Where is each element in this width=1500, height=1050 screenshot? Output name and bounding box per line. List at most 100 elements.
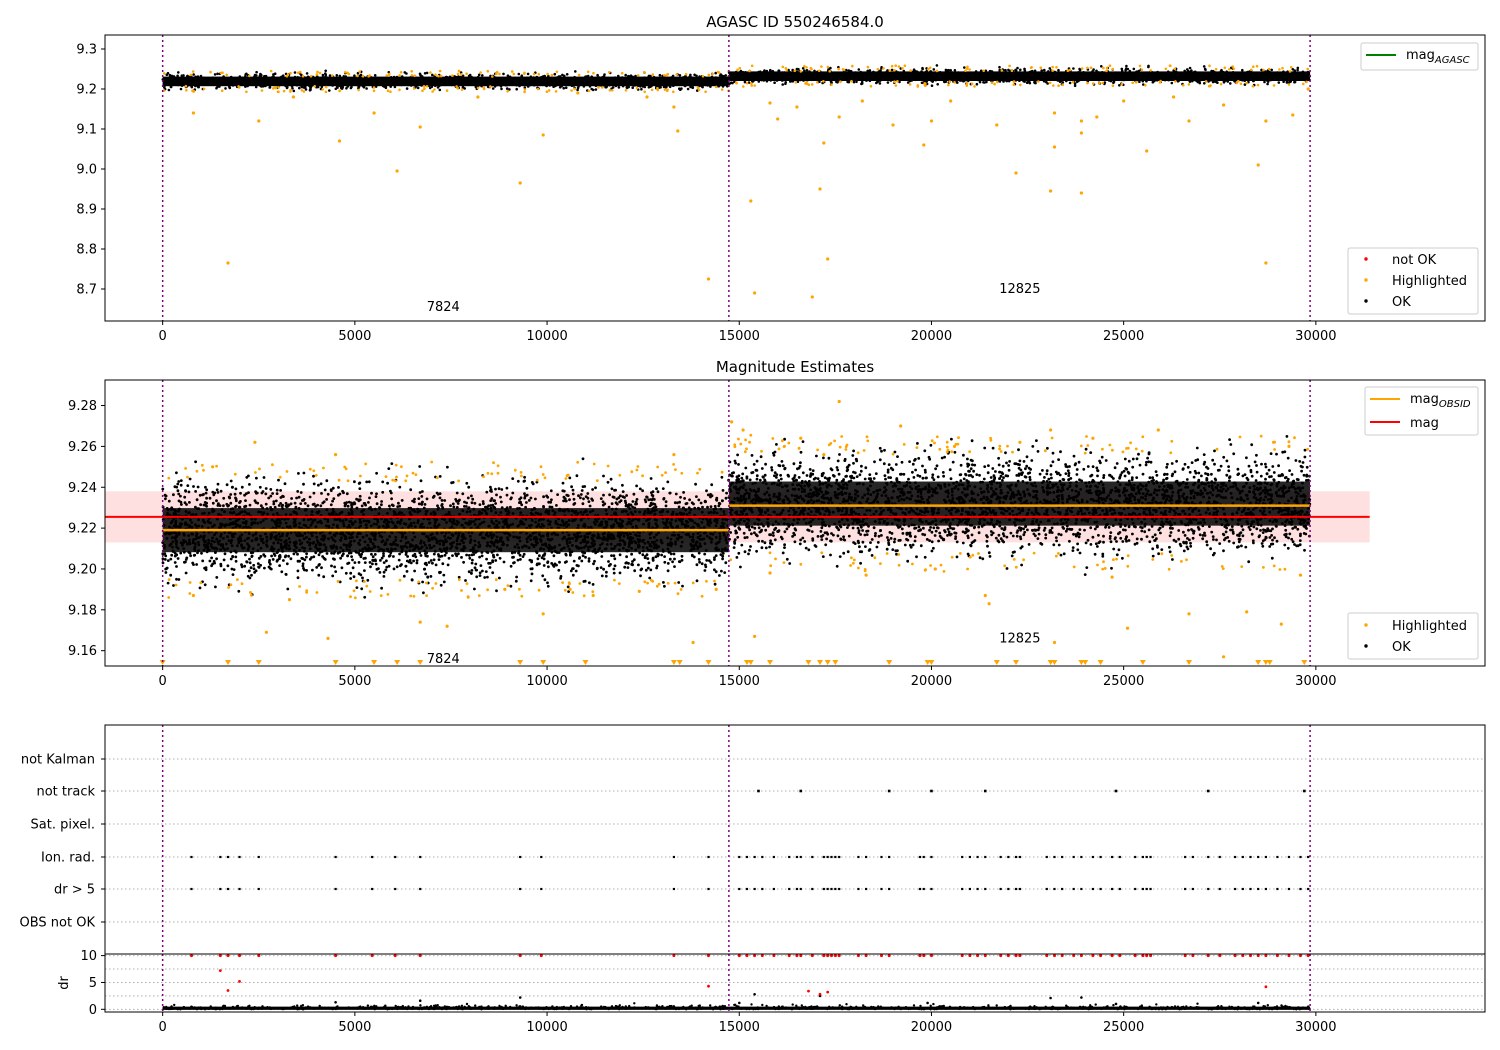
ok-point [688, 80, 691, 84]
ok-point [303, 83, 306, 87]
ok-point [684, 508, 688, 512]
highlighted-point [706, 277, 711, 281]
ok-point [284, 513, 288, 516]
ok-point [685, 82, 689, 86]
ok-point [282, 559, 285, 562]
ok-point [679, 495, 682, 499]
ok-point [1069, 77, 1073, 81]
highlighted-point [1281, 66, 1284, 70]
ok-point [432, 79, 436, 82]
ok-point [320, 85, 324, 89]
x-tick-label: 15000 [719, 329, 760, 344]
ok-point [1055, 72, 1058, 75]
ok-point [446, 563, 450, 567]
highlighted-point [624, 89, 628, 92]
ok-point [561, 81, 564, 85]
ok-point [585, 532, 589, 536]
ok-point [1166, 71, 1170, 75]
ok-point [1174, 70, 1178, 73]
ok-point [337, 77, 341, 80]
ok-point [286, 78, 289, 82]
ok-point [167, 499, 171, 503]
ok-point [1254, 73, 1257, 77]
ok-point [585, 78, 589, 81]
ok-point [210, 81, 214, 85]
highlighted-point [1057, 84, 1060, 87]
ok-point [181, 76, 184, 79]
ok-point [279, 542, 283, 546]
ok-point [199, 74, 203, 78]
ok-point [624, 73, 627, 77]
ok-point [620, 82, 624, 85]
ok-point [721, 557, 724, 561]
ok-point [850, 77, 854, 80]
ok-point [697, 498, 701, 502]
ok-point [525, 532, 528, 535]
ok-point [421, 79, 425, 82]
ok-point [655, 533, 658, 537]
ok-point [250, 539, 254, 543]
ok-point [693, 506, 697, 510]
ok-point [1291, 75, 1295, 78]
ok-point [621, 490, 625, 493]
ok-point [649, 568, 653, 572]
ok-point [364, 79, 367, 82]
ok-point [259, 72, 262, 76]
ok-point [467, 554, 471, 557]
ok-point [243, 539, 247, 542]
ok-point [1074, 71, 1078, 75]
highlighted-point [1080, 67, 1084, 70]
ok-point [1040, 69, 1043, 72]
ok-point [707, 77, 711, 80]
ok-point [962, 79, 966, 83]
highlighted-point [1014, 171, 1018, 175]
ok-point [367, 77, 370, 81]
ok-point [599, 566, 603, 569]
ok-point [455, 539, 459, 543]
ok-point [375, 76, 378, 80]
ok-point [231, 80, 235, 83]
ok-point [512, 535, 515, 539]
ok-point [1052, 76, 1056, 79]
ok-point [259, 510, 263, 514]
ok-point [488, 77, 492, 81]
ok-point [505, 87, 509, 90]
ok-point [1048, 75, 1052, 79]
highlighted-point [324, 90, 328, 94]
ok-point [361, 84, 365, 88]
ok-point [451, 77, 454, 81]
ok-point [1038, 74, 1042, 78]
highlighted-point [1208, 64, 1211, 68]
ok-point [1255, 75, 1259, 79]
ok-point [789, 76, 793, 79]
ok-point [1010, 77, 1014, 81]
ok-point [247, 536, 251, 540]
highlighted-point [676, 129, 680, 133]
ok-point [607, 517, 611, 521]
ok-point [701, 83, 704, 87]
ok-point [380, 540, 384, 544]
ok-point [963, 66, 966, 69]
ok-point [1265, 75, 1269, 78]
ok-point [237, 82, 241, 85]
ok-point [371, 555, 375, 559]
ok-point [553, 72, 557, 76]
ok-point [1288, 73, 1291, 76]
ok-point [328, 78, 332, 81]
ok-point [1151, 80, 1155, 84]
ok-point [430, 85, 434, 88]
ok-point [591, 509, 595, 513]
ok-point [930, 84, 934, 87]
ok-point [495, 545, 499, 549]
highlighted-point [331, 74, 334, 77]
ok-point [547, 547, 551, 551]
ok-point [1277, 81, 1281, 84]
ok-point [334, 87, 338, 91]
ok-point [620, 76, 624, 79]
ok-point [182, 78, 186, 82]
ok-point [1231, 71, 1235, 74]
ok-point [499, 495, 502, 499]
ok-point [905, 72, 909, 75]
ok-point [752, 79, 755, 83]
ok-point [215, 531, 218, 534]
